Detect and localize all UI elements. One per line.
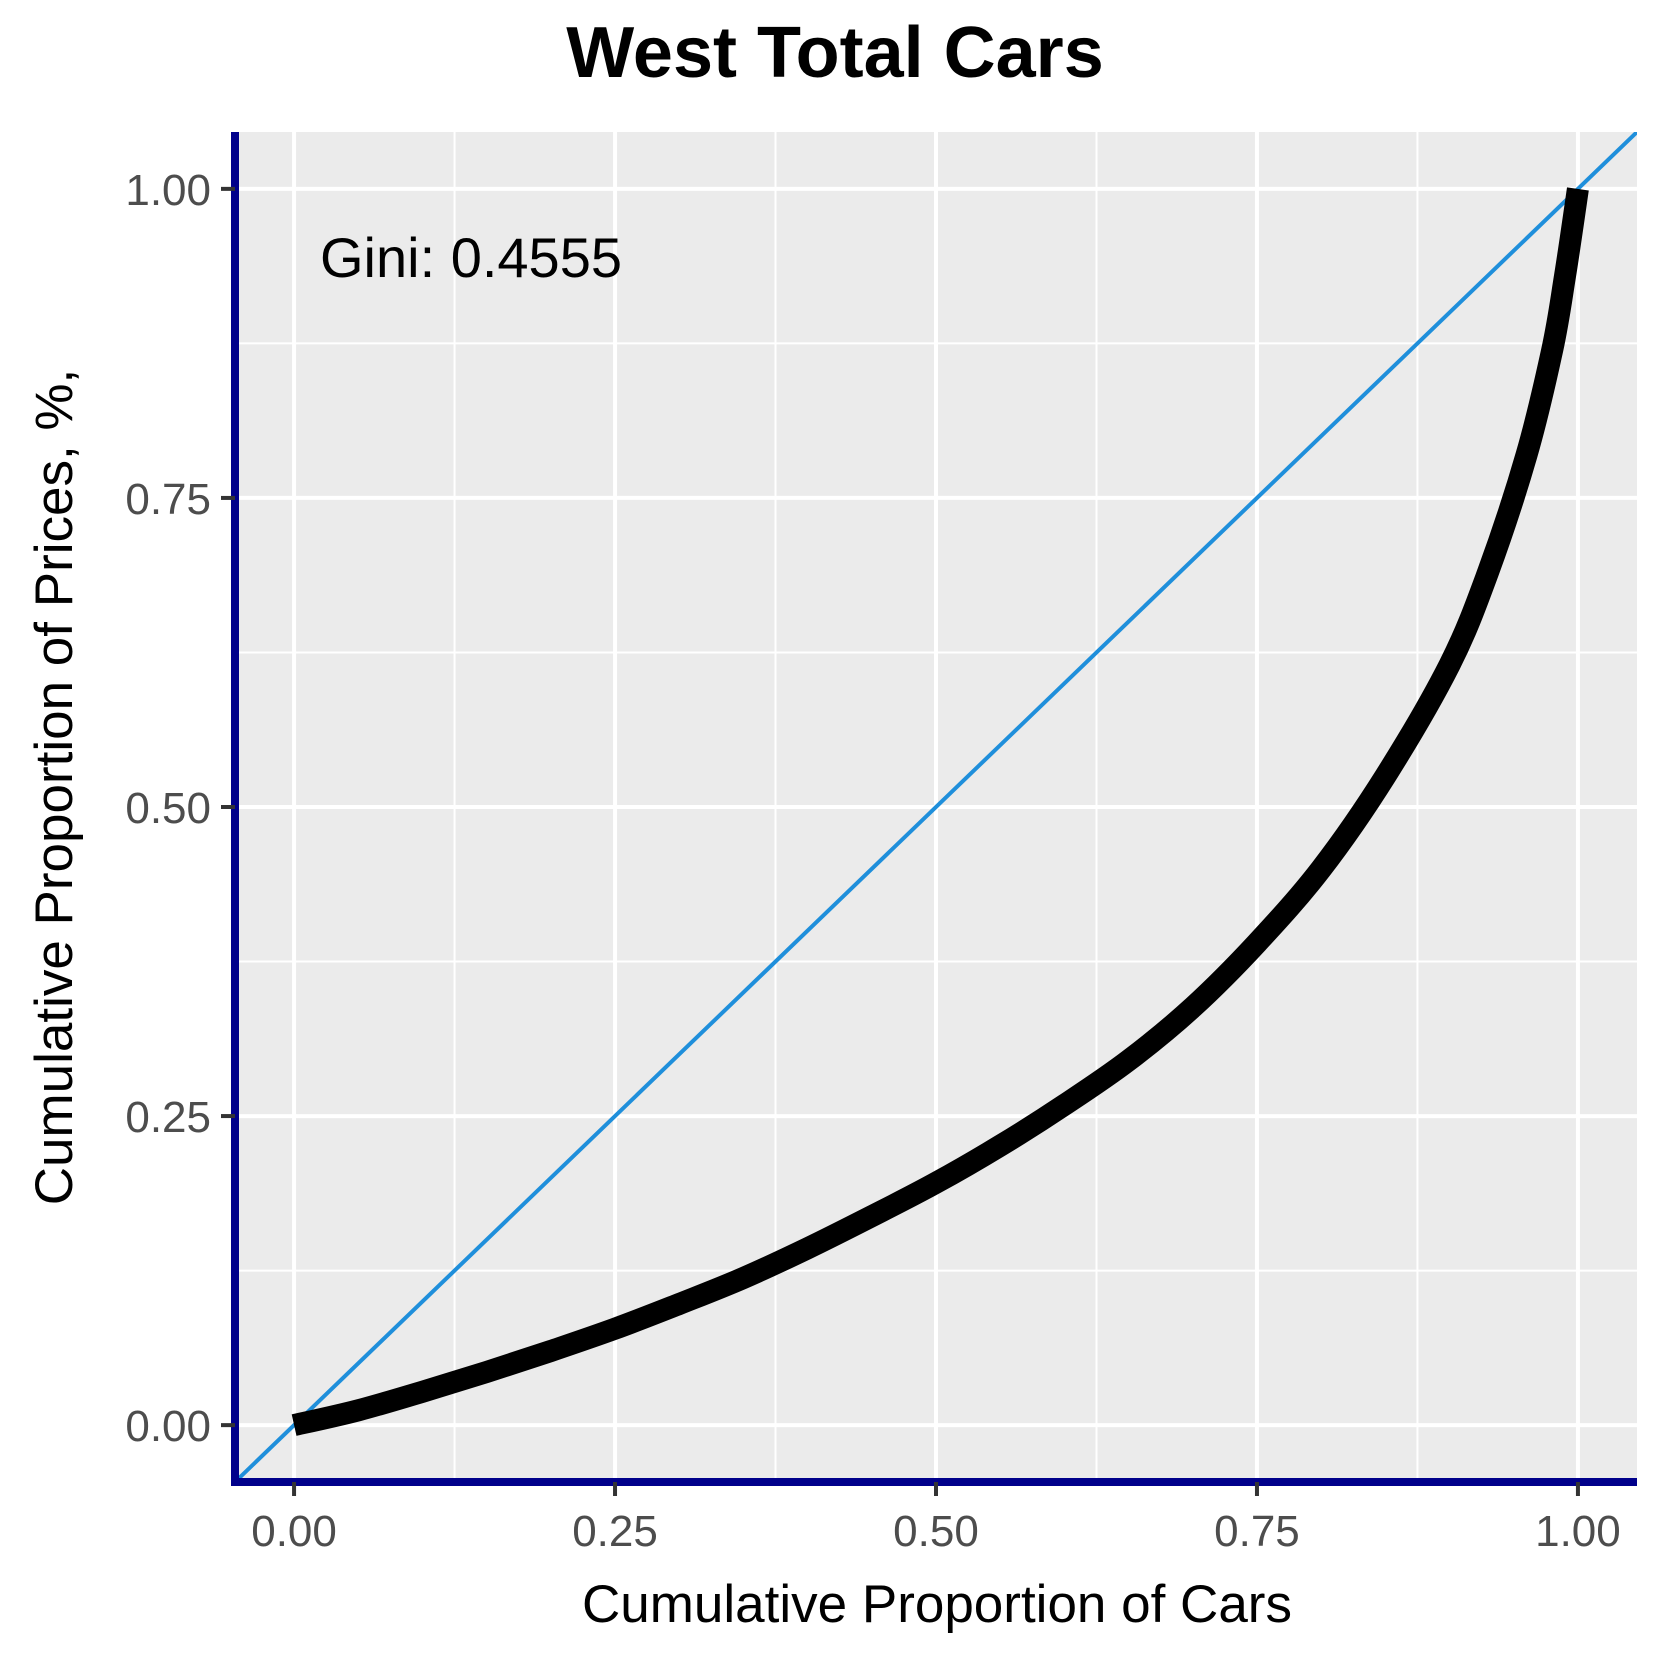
x-tick-label: 0.75: [1214, 1507, 1300, 1556]
x-tick-label: 0.50: [893, 1507, 979, 1556]
chart-title: West Total Cars: [566, 13, 1103, 93]
y-axis-label: Cumulative Proportion of Prices, %,: [25, 369, 84, 1206]
x-tick-label: 1.00: [1535, 1507, 1621, 1556]
x-tick-label: 0.25: [572, 1507, 658, 1556]
x-axis-ticks: 0.00 0.25 0.50 0.75 1.00: [251, 1482, 1621, 1556]
y-tick-label: 0.00: [125, 1402, 211, 1451]
x-axis-label: Cumulative Proportion of Cars: [582, 1575, 1292, 1634]
y-tick-label: 0.25: [125, 1093, 211, 1142]
y-tick-label: 0.50: [125, 784, 211, 833]
data-lines: [235, 132, 1637, 1482]
line-of-equality: [235, 132, 1637, 1482]
gini-annotation: Gini: 0.4555: [320, 226, 622, 289]
y-tick-label: 0.75: [125, 475, 211, 524]
x-tick-label: 0.00: [251, 1507, 337, 1556]
y-axis-ticks: 0.00 0.25 0.50 0.75 1.00: [125, 166, 235, 1451]
y-tick-label: 1.00: [125, 166, 211, 215]
lorenz-curve: [291, 187, 1589, 1436]
